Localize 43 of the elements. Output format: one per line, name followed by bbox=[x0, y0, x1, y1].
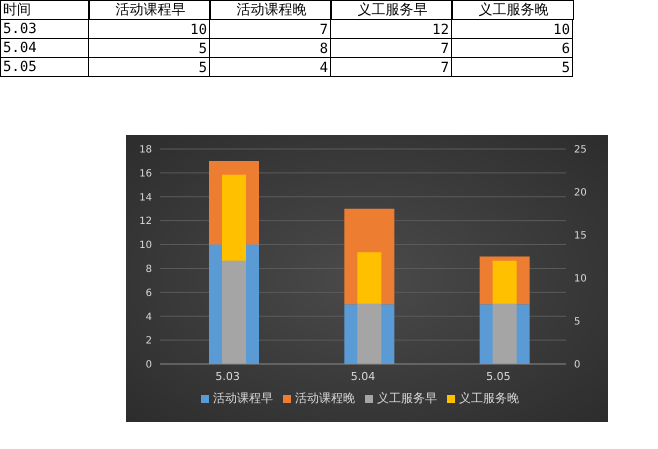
x-tick-label: 活动课程早 bbox=[88, 0, 211, 20]
data-label: 10 bbox=[553, 22, 570, 38]
data-label: 12 bbox=[432, 22, 449, 38]
x-tick-label: 5.05 bbox=[486, 370, 511, 383]
y2-tick-label: 10 bbox=[574, 274, 587, 285]
y-tick-label: 14 bbox=[139, 192, 152, 204]
y-tick-label: 12 bbox=[139, 216, 152, 228]
data-label: 5 bbox=[562, 60, 570, 76]
y-tick-label: 6 bbox=[146, 288, 152, 299]
legend-label: 义工服务晚 bbox=[459, 391, 519, 405]
y-tick-label: 5.03 bbox=[0, 19, 90, 39]
y-tick-label: 8 bbox=[146, 264, 152, 275]
y2-tick-label: 0 bbox=[574, 360, 580, 371]
legend-label: 义工服务早 bbox=[377, 391, 437, 405]
legend-label: 活动课程晚 bbox=[295, 391, 355, 405]
y-tick-label: 18 bbox=[139, 144, 152, 156]
data-label: 7 bbox=[440, 60, 449, 76]
data-label: 6 bbox=[562, 41, 570, 57]
y2-tick-label: 20 bbox=[574, 188, 587, 199]
y-tick-label: 5.05 bbox=[0, 57, 90, 77]
y-tick-label: 16 bbox=[139, 168, 152, 180]
x-tick-label: 义工服务晚 bbox=[451, 0, 574, 20]
data-label: 5 bbox=[198, 60, 207, 76]
y2-tick-label: 5 bbox=[574, 316, 580, 328]
data-label: 8 bbox=[320, 41, 328, 57]
y-axis-title: 时间 bbox=[0, 0, 90, 20]
y-tick-label: 10 bbox=[139, 240, 152, 252]
x-tick-label: 5.04 bbox=[350, 370, 376, 383]
y-tick-label: 2 bbox=[146, 336, 152, 347]
y-tick-label: 4 bbox=[146, 312, 152, 323]
x-tick-label: 义工服务早 bbox=[330, 0, 453, 20]
data-label: 10 bbox=[190, 22, 207, 38]
data-label: 7 bbox=[320, 22, 328, 38]
y-tick-label: 0 bbox=[146, 360, 152, 371]
x-tick-label: 活动课程晚 bbox=[209, 0, 332, 20]
data-label: 5 bbox=[198, 41, 207, 57]
y-tick-label: 5.04 bbox=[0, 38, 90, 58]
data-label: 7 bbox=[440, 41, 449, 57]
data-label: 4 bbox=[320, 60, 328, 76]
legend-label: 活动课程早 bbox=[213, 391, 273, 405]
y2-tick-label: 25 bbox=[574, 144, 587, 156]
y2-tick-label: 15 bbox=[574, 230, 587, 242]
x-tick-label: 5.03 bbox=[215, 370, 240, 383]
